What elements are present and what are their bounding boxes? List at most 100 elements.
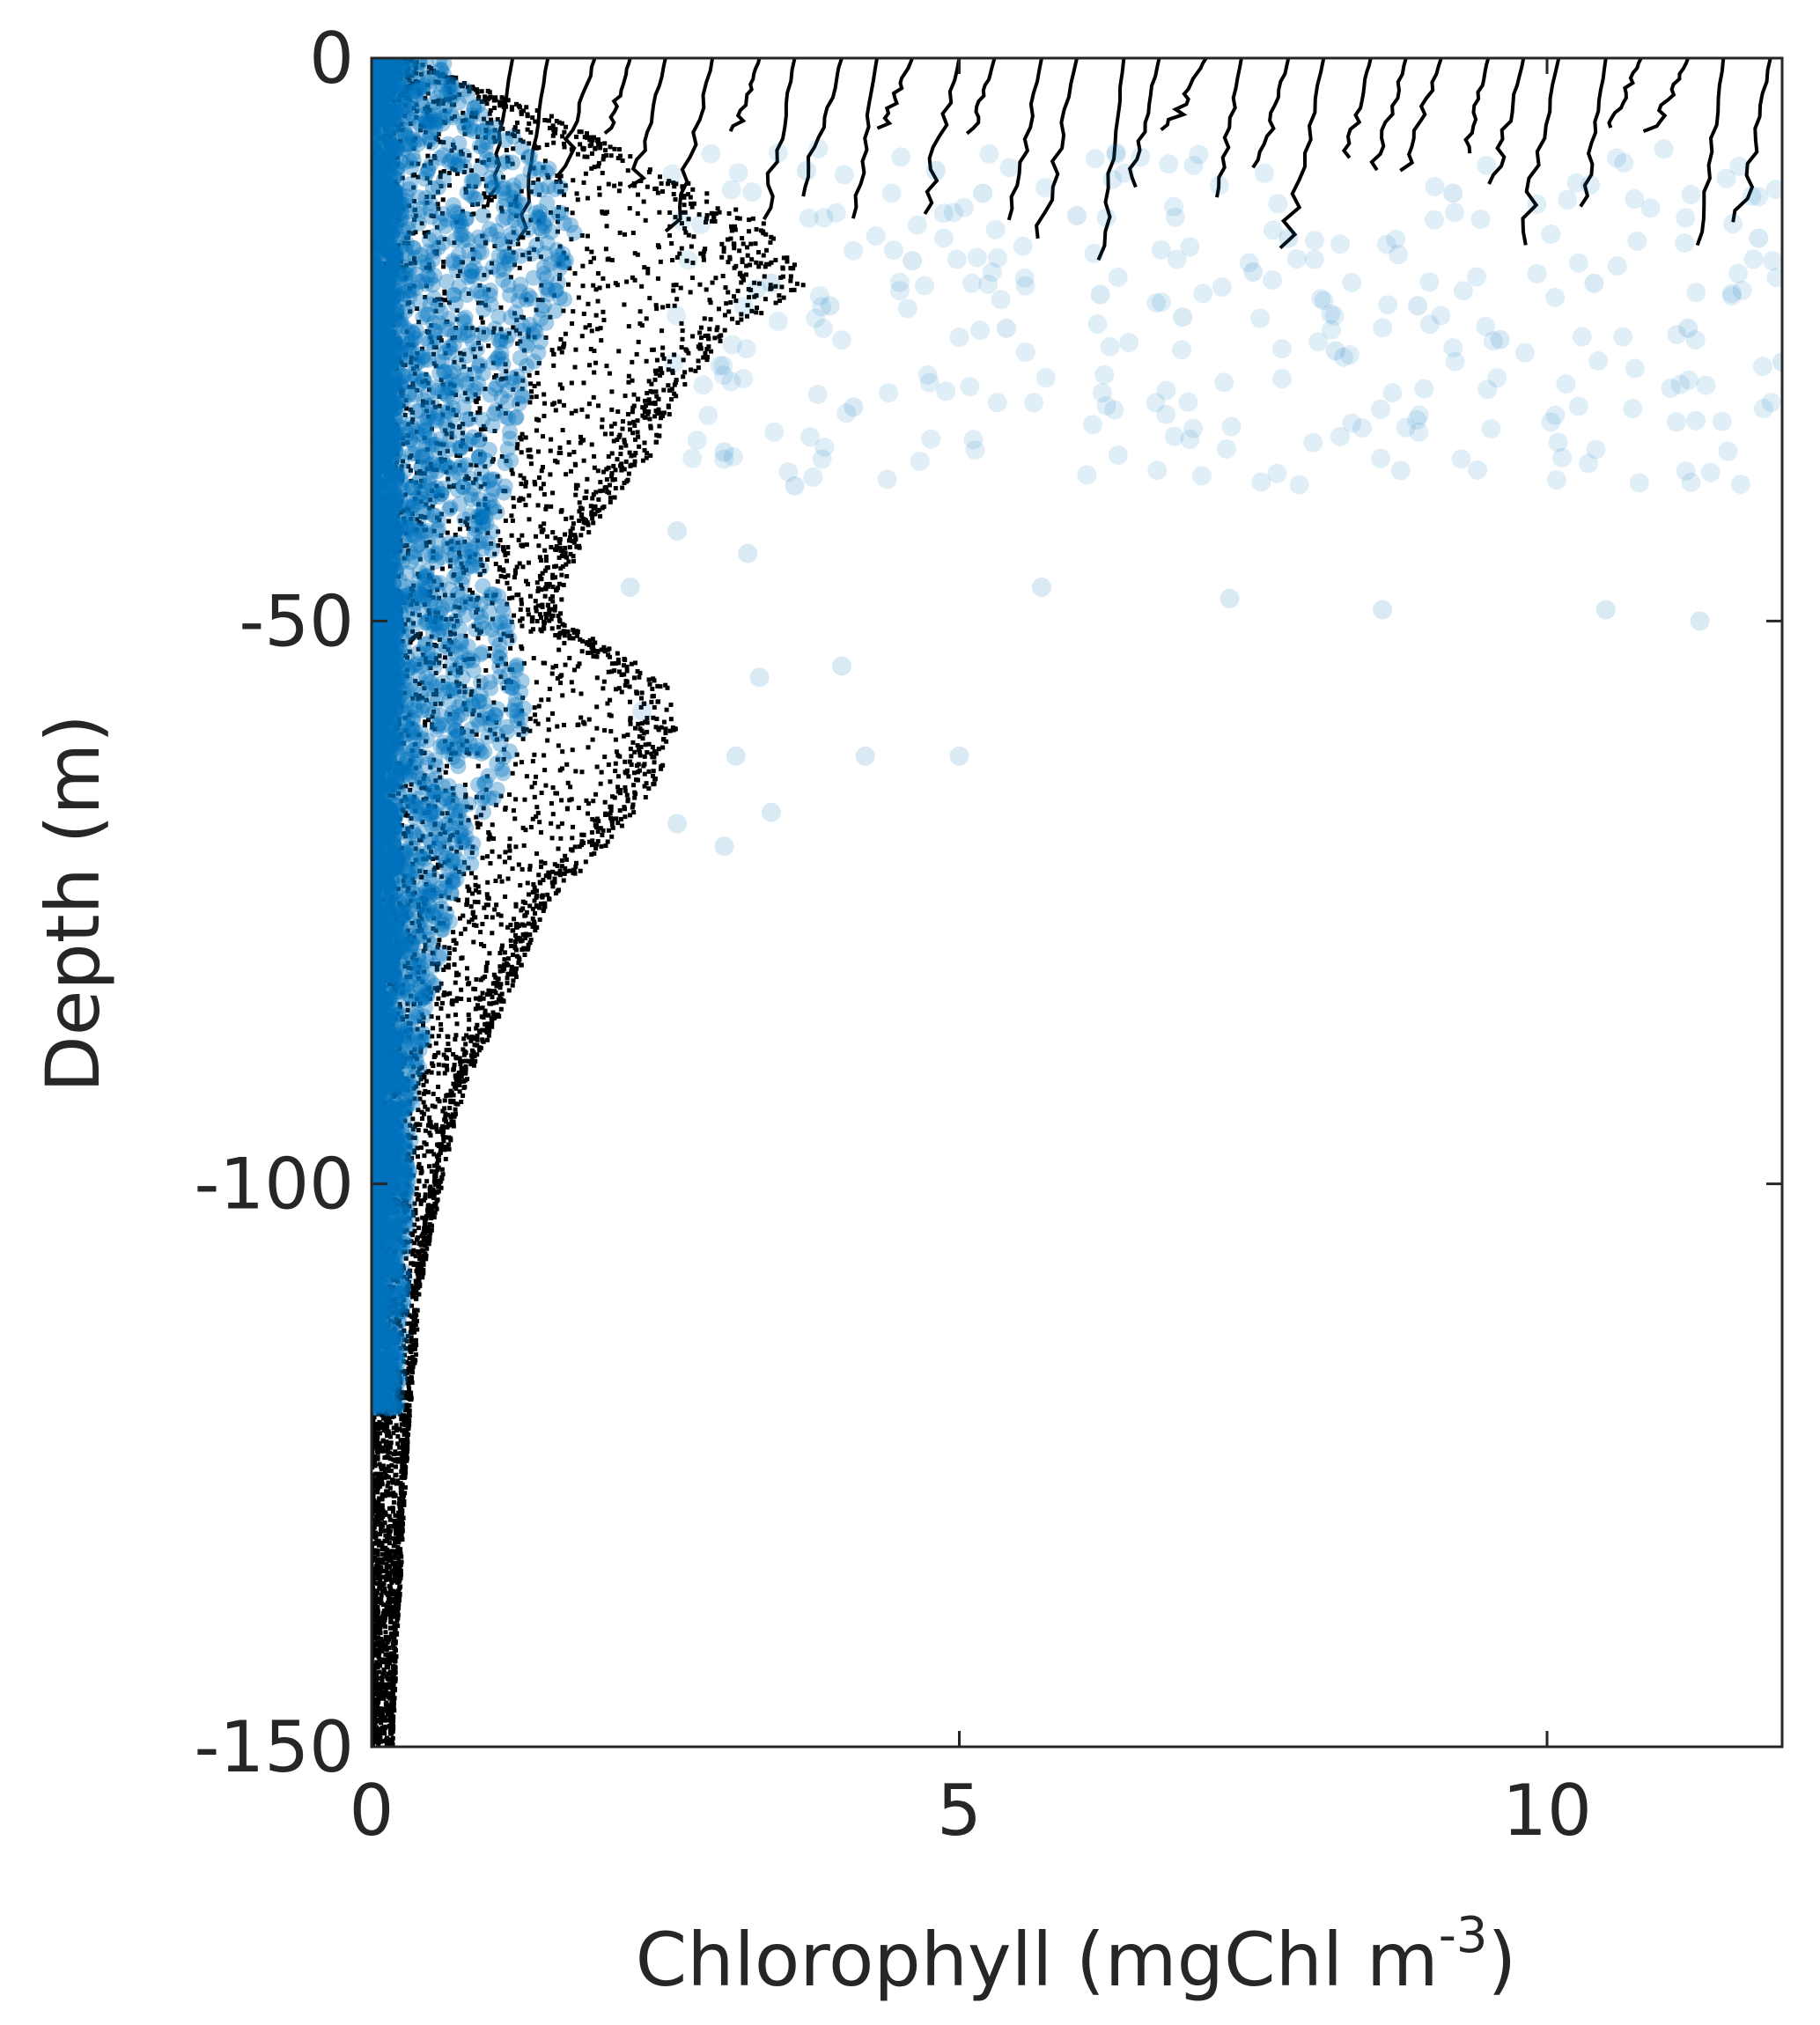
modeled-point xyxy=(527,250,532,255)
modeled-point xyxy=(414,1191,419,1197)
modeled-point xyxy=(602,755,608,760)
modeled-point xyxy=(438,981,444,986)
modeled-point xyxy=(483,426,488,431)
modeled-point xyxy=(431,1163,437,1168)
modeled-point xyxy=(545,173,550,178)
modeled-point xyxy=(398,1411,403,1417)
modeled-point xyxy=(541,434,546,439)
modeled-point xyxy=(486,287,491,292)
modeled-point xyxy=(503,806,508,812)
modeled-point xyxy=(454,1021,460,1027)
modeled-point xyxy=(397,1496,402,1501)
modeled-point xyxy=(472,354,477,359)
modeled-point xyxy=(578,868,583,873)
modeled-point xyxy=(713,276,718,281)
modeled-point xyxy=(593,313,599,318)
modeled-point xyxy=(382,1586,387,1591)
modeled-point xyxy=(404,1338,409,1344)
modeled-point xyxy=(375,1292,380,1297)
modeled-point xyxy=(526,231,531,236)
modeled-point xyxy=(439,493,445,498)
modeled-point xyxy=(372,1617,377,1623)
modeled-point xyxy=(503,850,508,855)
modeled-point xyxy=(483,667,489,673)
modeled-point xyxy=(562,192,567,197)
modeled-point xyxy=(726,210,732,216)
modeled-point xyxy=(667,232,672,238)
modeled-point xyxy=(376,1699,381,1705)
modeled-point xyxy=(437,518,442,523)
modeled-point xyxy=(547,686,552,691)
modeled-point xyxy=(428,666,433,671)
modeled-point xyxy=(372,1205,378,1211)
modeled-point xyxy=(421,948,426,954)
modeled-point xyxy=(440,826,446,831)
modeled-point xyxy=(438,183,444,188)
modeled-point xyxy=(433,1123,438,1128)
modeled-point xyxy=(418,837,424,843)
modeled-point xyxy=(407,712,412,718)
modeled-point xyxy=(556,204,562,210)
modeled-point xyxy=(374,1548,379,1553)
modeled-point xyxy=(731,294,736,299)
modeled-point xyxy=(451,998,456,1004)
modeled-point xyxy=(482,99,487,104)
modeled-point xyxy=(375,1403,380,1409)
modeled-point xyxy=(375,1477,380,1483)
modeled-point xyxy=(516,732,521,737)
modeled-point xyxy=(421,1197,426,1203)
modeled-point xyxy=(520,155,526,160)
modeled-point xyxy=(410,1212,416,1218)
modeled-point xyxy=(404,86,409,92)
modeled-point xyxy=(519,616,525,622)
modeled-point xyxy=(372,1252,376,1256)
modeled-point xyxy=(450,832,455,837)
modeled-point xyxy=(610,825,615,830)
modeled-point xyxy=(434,249,439,254)
modeled-point xyxy=(377,1259,382,1264)
modeled-point xyxy=(573,486,578,491)
modeled-point xyxy=(519,188,524,194)
modeled-point xyxy=(416,174,421,180)
modeled-point xyxy=(507,855,512,860)
modeled-point xyxy=(520,235,526,240)
modeled-point xyxy=(593,792,599,797)
modeled-point xyxy=(375,1424,380,1429)
modeled-point xyxy=(430,489,435,494)
modeled-point xyxy=(446,647,451,652)
modeled-point xyxy=(634,690,639,696)
modeled-point xyxy=(402,519,408,525)
modeled-point xyxy=(431,916,437,921)
modeled-point xyxy=(429,1169,434,1174)
modeled-point xyxy=(427,1043,432,1049)
modeled-point xyxy=(397,1445,402,1450)
modeled-point xyxy=(442,593,447,598)
modeled-point xyxy=(475,527,480,533)
modeled-point xyxy=(453,335,458,340)
modeled-point xyxy=(483,915,489,920)
modeled-point xyxy=(431,99,436,105)
modeled-point xyxy=(414,429,419,434)
modeled-point xyxy=(570,747,575,753)
modeled-point xyxy=(691,201,696,206)
modeled-point xyxy=(381,1228,387,1233)
modeled-point xyxy=(534,237,540,242)
modeled-point xyxy=(382,1102,387,1108)
modeled-point xyxy=(397,901,402,906)
modeled-point xyxy=(424,284,429,289)
modeled-point xyxy=(401,878,406,883)
modeled-point xyxy=(476,712,482,718)
modeled-point xyxy=(438,338,444,343)
modeled-point xyxy=(542,158,548,164)
modeled-point xyxy=(404,975,409,980)
modeled-point xyxy=(446,484,452,490)
modeled-point xyxy=(630,275,635,280)
modeled-point xyxy=(446,946,452,951)
modeled-point xyxy=(378,1568,383,1573)
modeled-point xyxy=(438,297,444,302)
modeled-point xyxy=(409,721,415,726)
modeled-point xyxy=(460,726,465,732)
modeled-point xyxy=(386,1464,391,1469)
modeled-point xyxy=(452,623,457,629)
modeled-point xyxy=(379,1505,385,1510)
